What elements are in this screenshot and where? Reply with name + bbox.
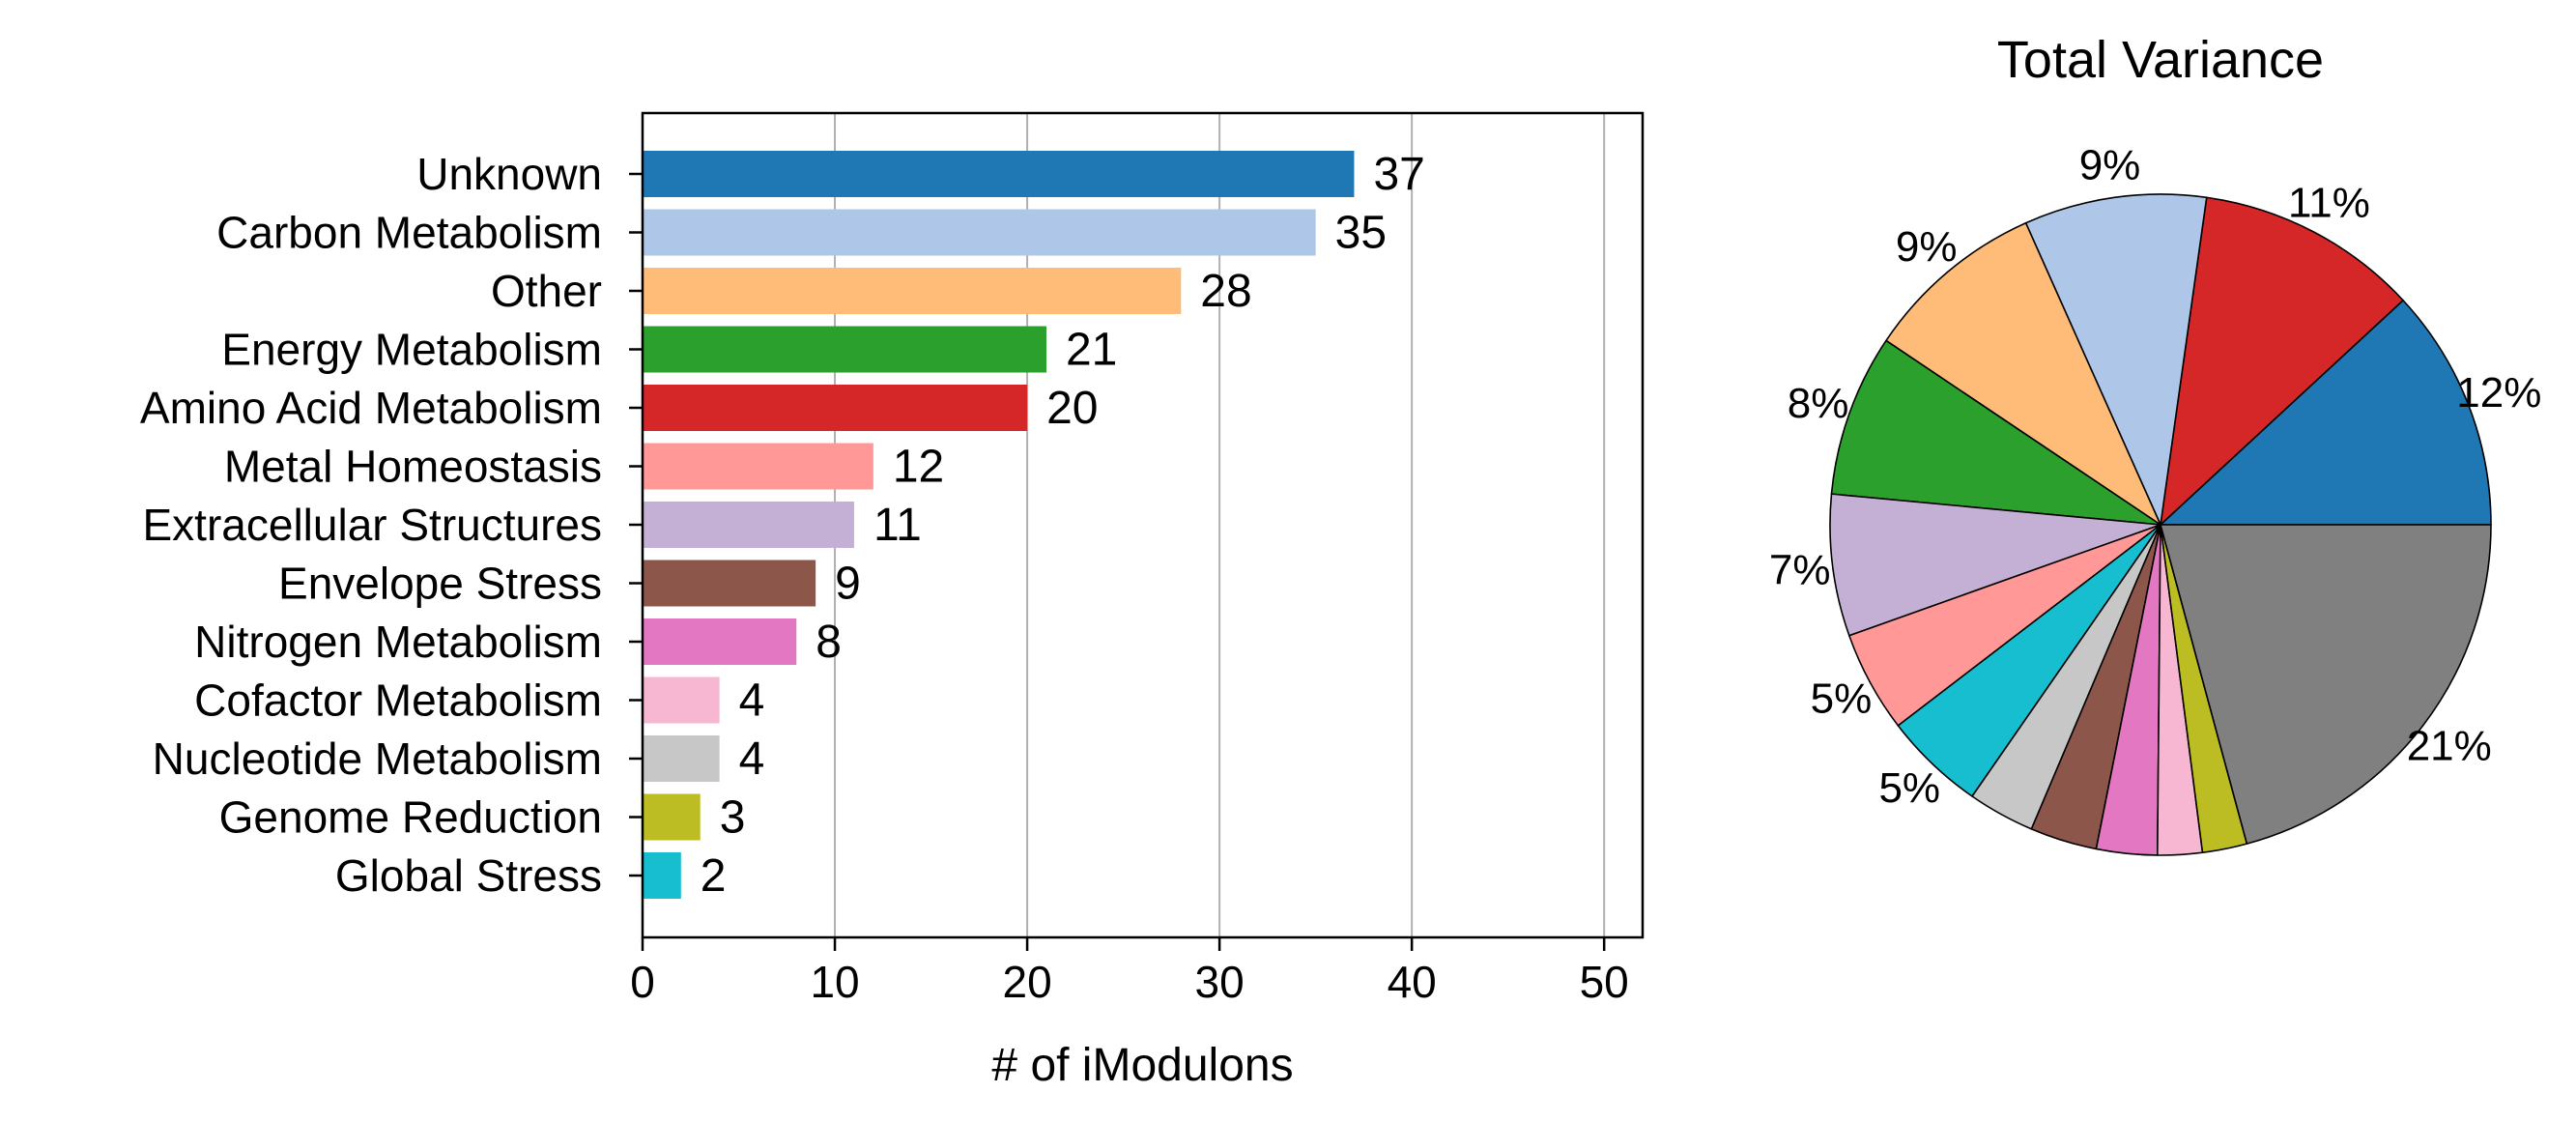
- bar-series: [643, 151, 1355, 899]
- pie-slice-label: 5%: [1878, 764, 1940, 812]
- pie-slice-label: 9%: [2079, 141, 2141, 188]
- y-tick-label: Genome Reduction: [219, 792, 602, 843]
- y-tick-label: Energy Metabolism: [221, 325, 602, 375]
- pie-chart: Total Variance 12% 11% 9% 9% 8% 7% 5%5% 21%: [1769, 31, 2541, 856]
- pie-slice: [2160, 196, 2404, 526]
- bar: [643, 852, 681, 899]
- y-tick-label: Unknown: [416, 149, 602, 199]
- pie-slice-label: 8%: [1788, 380, 1849, 427]
- bar: [643, 268, 1182, 314]
- bar: [643, 443, 873, 490]
- pie-slice-label: 12%: [2456, 369, 2541, 417]
- pie-slice: [1829, 493, 2161, 637]
- y-tick-label: Carbon Metabolism: [216, 208, 602, 258]
- bar-value-label: 12: [893, 442, 944, 493]
- bar-value-label: 4: [739, 733, 765, 785]
- bar: [643, 735, 720, 782]
- pie-slice: [2160, 524, 2492, 845]
- pie-labels: 12% 11% 9% 9% 8% 7% 5%5% 21%: [1769, 141, 2541, 812]
- bar-value-label: 37: [1373, 149, 1424, 200]
- bar: [643, 618, 797, 665]
- pie-slices: [1829, 193, 2492, 856]
- y-tick-label: Envelope Stress: [278, 559, 602, 609]
- pie-slice-label: 11%: [2288, 180, 2370, 227]
- bar-value-label: 9: [835, 559, 861, 610]
- bar-value-label: 20: [1046, 383, 1098, 434]
- x-tick-label: 0: [630, 957, 655, 1007]
- bar: [643, 676, 720, 724]
- bar: [643, 793, 701, 841]
- pie-slice: [1885, 221, 2161, 526]
- bar: [643, 209, 1316, 256]
- y-tick-label: Cofactor Metabolism: [194, 675, 602, 726]
- bar: [643, 151, 1355, 197]
- pie-slice: [2160, 299, 2492, 526]
- bar-x-axis: 0 10 20 30 40 50: [630, 937, 1629, 1007]
- y-tick-label: Other: [491, 266, 602, 316]
- pie-slice: [1830, 339, 2161, 526]
- y-tick-label: Extracellular Structures: [143, 500, 603, 550]
- x-tick-label: 40: [1388, 957, 1437, 1007]
- bar: [643, 502, 854, 548]
- bar-value-label: 11: [873, 500, 922, 551]
- bar-value-label: 35: [1335, 208, 1387, 259]
- x-tick-label: 20: [1002, 957, 1051, 1007]
- pie-title: Total Variance: [1997, 31, 2324, 89]
- bar-value-label: 8: [816, 617, 842, 668]
- bar-value-label: 2: [701, 850, 727, 902]
- y-tick-label: Nitrogen Metabolism: [194, 617, 602, 667]
- y-tick-label: Amino Acid Metabolism: [140, 383, 602, 433]
- pie-slice-label: 5%: [1811, 675, 1873, 723]
- bar-value-label: 21: [1066, 325, 1117, 376]
- pie-slice: [2024, 193, 2208, 526]
- bar-value-label: 4: [739, 675, 765, 727]
- bar: [643, 326, 1046, 373]
- bar-y-axis: Unknown Carbon Metabolism Other Energy Meta…: [140, 149, 643, 901]
- x-tick-label: 30: [1195, 957, 1245, 1007]
- bar-value-label: 3: [720, 792, 746, 844]
- x-tick-label: 10: [810, 957, 859, 1007]
- bar-value-label: 28: [1200, 266, 1251, 317]
- y-tick-label: Metal Homeostasis: [224, 442, 602, 492]
- bar-x-axis-label: # of iModulons: [991, 1040, 1293, 1091]
- y-tick-label: Global Stress: [335, 850, 602, 901]
- x-tick-label: 50: [1580, 957, 1629, 1007]
- pie-slice-label: 7%: [1769, 547, 1831, 594]
- pie-slice-label: 9%: [1896, 223, 1958, 271]
- pie-slice-label: 21%: [2407, 723, 2492, 770]
- y-tick-label: Nucleotide Metabolism: [153, 733, 602, 784]
- bar: [643, 385, 1028, 431]
- bar: [643, 560, 816, 607]
